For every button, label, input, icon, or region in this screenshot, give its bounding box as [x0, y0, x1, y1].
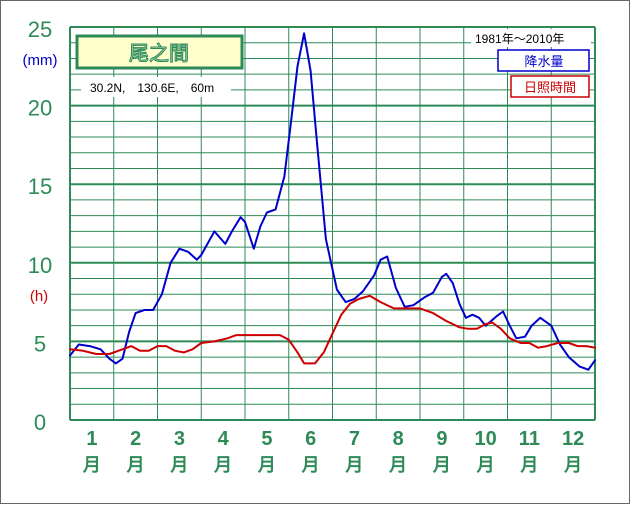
month-number-label: 7 [349, 428, 360, 450]
series-lines [69, 32, 596, 371]
month-number-label: 8 [393, 428, 404, 450]
month-number-label: 5 [261, 428, 272, 450]
y-tick-label: 25 [28, 17, 52, 42]
legend-sunshine-label: 日照時間 [524, 80, 576, 95]
grid [69, 26, 596, 421]
month-number-label: 12 [562, 428, 584, 450]
legend-sunshine-box [510, 75, 590, 98]
month-number-label: 2 [130, 428, 141, 450]
month-suffix-label: 月 [257, 455, 276, 475]
station-location: 30.2N, 130.6E, 60m [90, 81, 214, 95]
period-label: 1981年～2010年 [475, 32, 564, 46]
y-axis-ticks: 0 5 10 15 20 25 [28, 17, 52, 435]
month-number-label: 11 [519, 428, 540, 450]
x-axis-labels: 1 月 2 月 3 月 4 月 5 月 6 月 7 月 8 月 9 月 10 月 11 月 12 月 [82, 428, 584, 475]
month-suffix-label: 月 [169, 455, 188, 475]
sunshine-unit-label: (h) [30, 288, 48, 305]
location-bg [81, 77, 231, 97]
month-number-label: 6 [305, 428, 316, 450]
month-suffix-label: 月 [213, 455, 232, 475]
month-number-label: 9 [436, 428, 447, 450]
period-bg [471, 29, 591, 47]
legend-precip-label: 降水量 [524, 54, 563, 69]
sunshine-line [69, 294, 596, 365]
month-suffix-label: 月 [82, 455, 101, 475]
month-suffix-label: 月 [126, 455, 145, 475]
month-suffix-label: 月 [432, 455, 451, 475]
month-suffix-label: 月 [563, 455, 582, 475]
month-number-label: 1 [86, 428, 97, 450]
y-tick-label: 0 [34, 410, 46, 435]
y-tick-label: 15 [28, 174, 52, 199]
month-number-label: 4 [218, 428, 230, 450]
legend-precip-box [497, 49, 590, 72]
month-suffix-label: 月 [388, 455, 407, 475]
precip-unit-label: (mm) [23, 52, 58, 69]
month-number-label: 10 [475, 428, 497, 450]
station-name: 尾之間 [129, 42, 189, 65]
y-tick-label: 5 [34, 331, 46, 356]
precipitation-line [69, 32, 596, 371]
station-name-box [75, 34, 244, 70]
month-suffix-label: 月 [476, 455, 495, 475]
y-tick-label: 20 [28, 96, 52, 121]
month-suffix-label: 月 [301, 455, 320, 475]
y-tick-label: 10 [28, 253, 52, 278]
month-suffix-label: 月 [344, 455, 363, 475]
month-suffix-label: 月 [519, 455, 538, 475]
month-number-label: 3 [174, 428, 185, 450]
